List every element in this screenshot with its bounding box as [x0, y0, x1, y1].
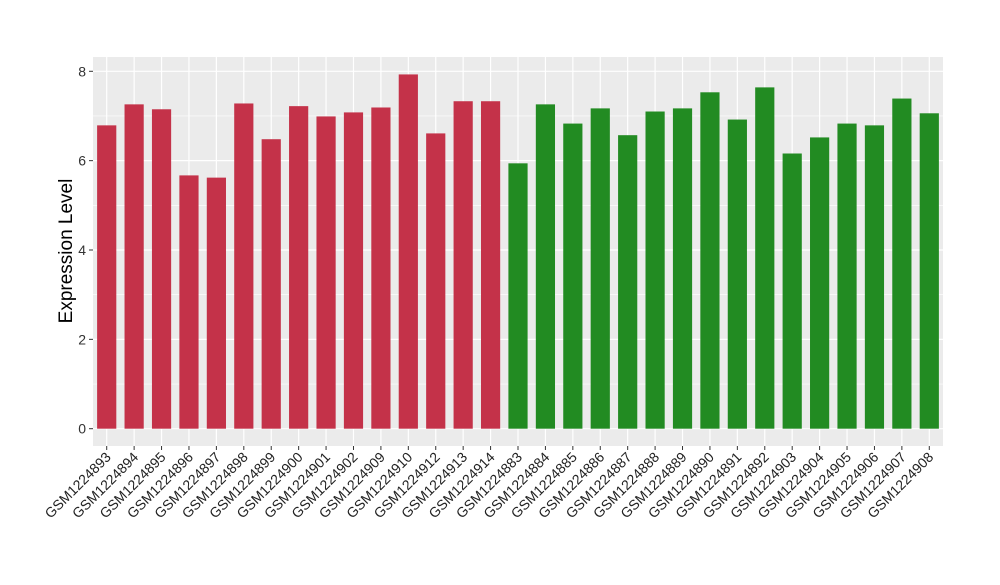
bar-GSM1224904 [810, 137, 830, 429]
bar-GSM1224888 [645, 111, 665, 429]
bar-GSM1224884 [535, 104, 556, 429]
bar-GSM1224903 [782, 153, 802, 429]
bar-GSM1224885 [563, 123, 583, 429]
bar-GSM1224912 [426, 133, 446, 429]
bar-GSM1224902 [343, 112, 364, 429]
bar-GSM1224901 [316, 116, 336, 429]
bar-GSM1224910 [398, 74, 418, 429]
bar-GSM1224900 [289, 106, 309, 429]
bar-GSM1224899 [261, 139, 281, 429]
bar-GSM1224890 [700, 92, 720, 429]
y-tick-label: 4 [78, 242, 86, 258]
bar-GSM1224891 [727, 119, 747, 429]
bar-GSM1224905 [837, 123, 857, 429]
bar-GSM1224898 [234, 103, 254, 429]
bar-GSM1224887 [618, 135, 638, 429]
bar-GSM1224893 [97, 125, 117, 429]
bar-GSM1224892 [755, 87, 775, 429]
bar-GSM1224895 [151, 109, 172, 429]
bar-GSM1224889 [672, 108, 693, 429]
bar-GSM1224908 [919, 113, 939, 429]
bar-GSM1224914 [480, 101, 501, 429]
bar-GSM1224906 [864, 125, 885, 429]
bar-GSM1224894 [124, 104, 144, 429]
bar-GSM1224896 [179, 175, 199, 429]
bar-GSM1224897 [206, 177, 226, 429]
bars [97, 74, 939, 429]
x-axis: GSM1224893GSM1224894GSM1224895GSM1224896… [41, 446, 937, 521]
bar-GSM1224886 [590, 108, 610, 429]
y-tick-label: 6 [78, 153, 86, 169]
bar-GSM1224909 [371, 107, 391, 429]
y-axis-label: Expression Level [56, 179, 77, 324]
bar-GSM1224913 [453, 101, 473, 429]
y-tick-label: 8 [78, 63, 86, 79]
y-tick-label: 2 [78, 331, 86, 347]
y-tick-label: 0 [78, 421, 86, 437]
y-axis: 0 2 4 6 8 [78, 63, 93, 437]
bar-GSM1224883 [508, 163, 528, 429]
bar-GSM1224907 [892, 98, 912, 429]
